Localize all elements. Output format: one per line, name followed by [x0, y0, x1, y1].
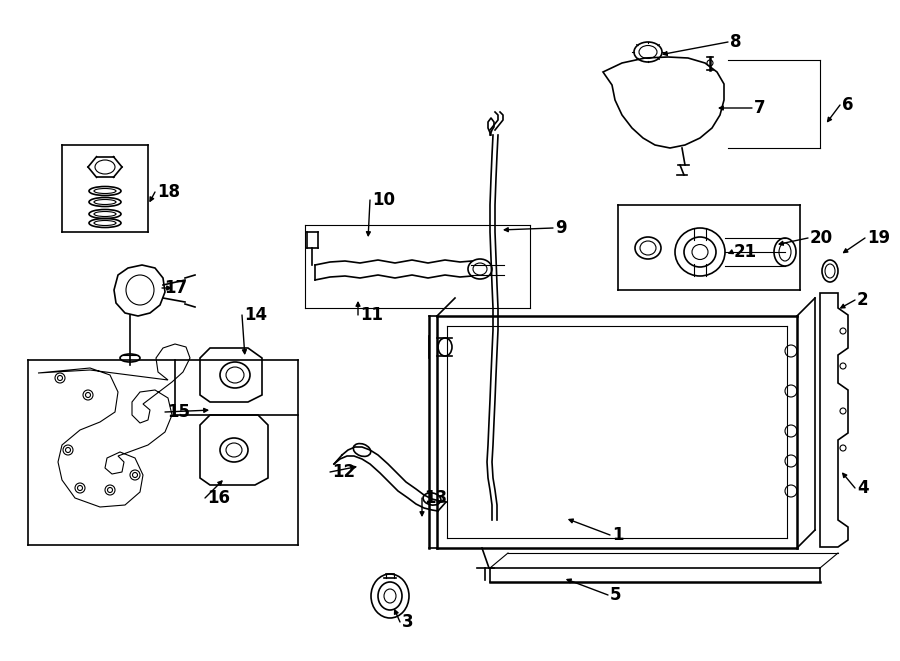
Text: 3: 3 [402, 613, 414, 631]
Text: 6: 6 [842, 96, 853, 114]
Text: 9: 9 [555, 219, 567, 237]
Text: 17: 17 [164, 279, 187, 297]
Text: 12: 12 [332, 463, 356, 481]
Text: 16: 16 [207, 489, 230, 507]
Text: 14: 14 [244, 306, 267, 324]
Text: 18: 18 [157, 183, 180, 201]
Text: 20: 20 [810, 229, 833, 247]
Text: 4: 4 [857, 479, 868, 497]
Text: 21: 21 [734, 243, 757, 261]
Text: 10: 10 [372, 191, 395, 209]
Text: 15: 15 [167, 403, 190, 421]
Text: 13: 13 [424, 489, 447, 507]
Text: 8: 8 [730, 33, 742, 51]
Text: 2: 2 [857, 291, 868, 309]
Text: 1: 1 [612, 526, 624, 544]
Text: 7: 7 [754, 99, 766, 117]
Text: 19: 19 [867, 229, 890, 247]
Text: 11: 11 [360, 306, 383, 324]
Text: 5: 5 [610, 586, 622, 604]
